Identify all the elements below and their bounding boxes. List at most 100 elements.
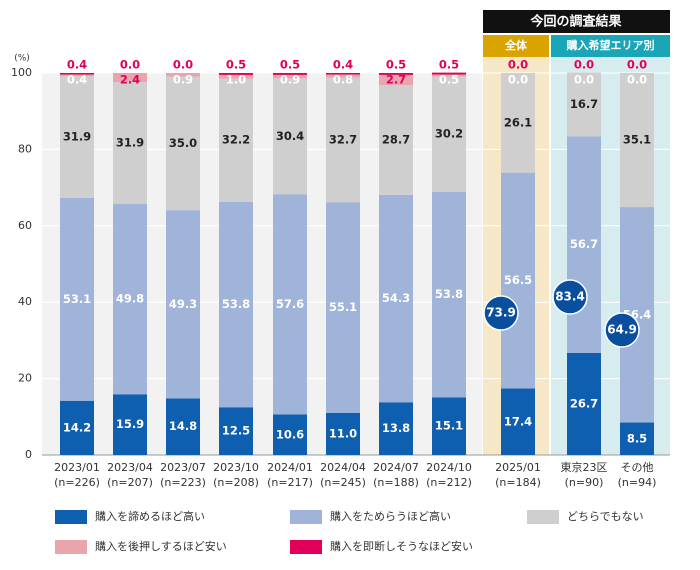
bar-segment <box>60 400 94 455</box>
value-label: 56.7 <box>570 237 598 251</box>
legend-label: 購入をためらうほど高い <box>330 509 451 523</box>
x-tick-label: 2024/01 <box>267 461 313 474</box>
bar-segment <box>273 78 307 195</box>
legend-label: 購入を即断しそうなほど安い <box>330 539 473 553</box>
y-tick-label: 80 <box>18 142 32 155</box>
bar-segment <box>219 73 253 75</box>
value-label: 53.8 <box>435 287 463 301</box>
value-label: 14.8 <box>169 419 197 433</box>
bar-segment <box>166 73 200 77</box>
y-tick-label: 20 <box>18 372 32 385</box>
value-label: 0.9 <box>173 73 193 87</box>
value-label: 55.1 <box>329 300 357 314</box>
bar-segment <box>379 73 413 75</box>
total-label: 64.9 <box>607 323 637 337</box>
legend-swatch <box>55 510 87 524</box>
bar-segment <box>60 73 94 75</box>
x-tick-label: 東京23区 <box>561 460 608 474</box>
legend-label: 購入を諦めるほど高い <box>95 509 205 523</box>
bar-segment <box>113 73 147 83</box>
bar-segment <box>113 394 147 455</box>
sample-size: (n=90) <box>565 476 604 489</box>
value-label: 57.6 <box>276 297 304 311</box>
value-label: 0.0 <box>508 73 528 87</box>
value-label: 35.0 <box>169 136 197 150</box>
value-label: 0.8 <box>333 73 353 87</box>
bar-segment <box>60 76 94 198</box>
value-label: 31.9 <box>63 129 91 143</box>
sample-size: (n=208) <box>213 476 259 489</box>
x-tick-label: 2024/04 <box>320 461 366 474</box>
sample-size: (n=188) <box>373 476 419 489</box>
total-badge <box>483 295 519 331</box>
total-badge <box>604 312 640 348</box>
group-label: 全体 <box>504 38 528 52</box>
x-tick-label: 2023/04 <box>107 461 153 474</box>
value-label: 0.0 <box>574 58 594 72</box>
bar-segment <box>326 202 360 413</box>
bar-segment <box>166 76 200 211</box>
sample-size: (n=207) <box>107 476 153 489</box>
bar-segment <box>219 407 253 455</box>
bar-segment <box>432 397 466 455</box>
value-label: 0.5 <box>226 58 246 72</box>
bar-segment <box>60 197 94 401</box>
value-label: 2.7 <box>386 73 406 87</box>
sample-size: (n=184) <box>495 476 541 489</box>
bar-segment <box>501 73 535 173</box>
value-label: 32.7 <box>329 133 357 147</box>
plot-background <box>42 73 482 455</box>
bar-segment <box>273 73 307 75</box>
value-label: 17.4 <box>504 414 532 428</box>
value-label: 12.5 <box>222 424 250 438</box>
header-box <box>483 10 670 33</box>
bar-segment <box>326 77 360 203</box>
bar-segment <box>219 78 253 202</box>
value-label: 0.0 <box>173 58 193 72</box>
bar-segment <box>326 412 360 455</box>
bar-segment <box>113 204 147 395</box>
value-label: 54.3 <box>382 291 410 305</box>
x-tick-label: 2024/10 <box>426 461 472 474</box>
bar-segment <box>326 74 360 78</box>
value-label: 0.5 <box>280 58 300 72</box>
group-label: 購入希望エリア別 <box>566 38 655 52</box>
x-tick-label: 2023/07 <box>160 461 206 474</box>
value-label: 0.0 <box>627 58 647 72</box>
value-label: 16.7 <box>570 97 598 111</box>
legend-swatch <box>290 540 322 554</box>
value-label: 30.4 <box>276 129 304 143</box>
bar-segment <box>432 74 466 77</box>
value-label: 0.4 <box>67 73 87 87</box>
value-label: 31.9 <box>116 136 144 150</box>
bar-segment <box>432 72 466 75</box>
bar-segment <box>379 194 413 403</box>
x-tick-label: その他 <box>621 461 654 474</box>
value-label: 14.2 <box>63 420 91 434</box>
sample-size: (n=245) <box>320 476 366 489</box>
value-label: 2.4 <box>120 73 140 87</box>
value-label: 0.0 <box>508 58 528 72</box>
value-label: 0.0 <box>627 73 647 87</box>
bar-segment <box>60 74 94 77</box>
legend-label: 購入を後押しするほど安い <box>95 539 227 553</box>
bar-segment <box>273 194 307 415</box>
bar-segment <box>567 72 601 137</box>
legend-label: どちらでもない <box>567 510 644 523</box>
y-tick-label: 0 <box>25 448 32 461</box>
value-label: 1.0 <box>226 73 246 87</box>
value-label: 0.4 <box>67 58 87 72</box>
value-label: 0.5 <box>386 58 406 72</box>
total-badge <box>552 279 588 315</box>
bar-segment <box>166 398 200 455</box>
value-label: 11.0 <box>329 426 357 440</box>
y-tick-label: 60 <box>18 219 32 232</box>
sample-size: (n=226) <box>54 476 100 489</box>
value-label: 49.3 <box>169 297 197 311</box>
value-label: 26.7 <box>570 397 598 411</box>
bar-segment <box>567 136 601 354</box>
total-label: 83.4 <box>555 290 585 304</box>
value-label: 53.8 <box>222 297 250 311</box>
value-label: 0.5 <box>439 73 459 87</box>
value-label: 0.5 <box>439 58 459 72</box>
